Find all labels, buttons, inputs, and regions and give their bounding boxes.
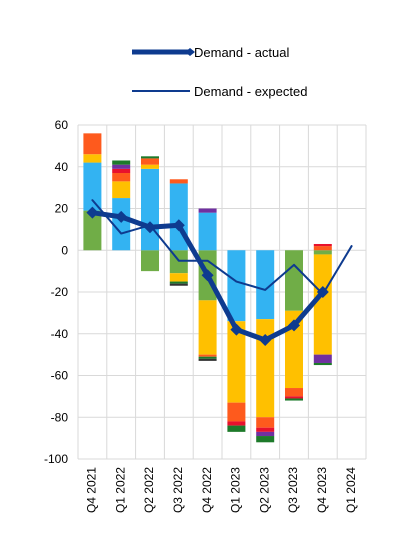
x-tick-label: Q4 2023: [315, 467, 329, 513]
bar-segment: [256, 250, 275, 320]
bar-segment: [198, 208, 217, 213]
x-tick-label: Q1 2024: [344, 467, 358, 513]
x-tick-label: Q3 2023: [286, 467, 300, 513]
series-line-demand-expected: [91, 199, 353, 296]
bar-segment: [141, 168, 159, 251]
bar-segment: [112, 160, 131, 165]
bar-segment: [313, 254, 332, 355]
y-tick-label: -20: [51, 285, 69, 299]
bar-segment: [285, 388, 303, 397]
bar-segment: [112, 181, 131, 199]
y-tick-label: -100: [44, 452, 68, 466]
x-tick-label: Q2 2022: [142, 467, 156, 513]
bar-segment: [141, 164, 159, 169]
data-point-marker: [115, 210, 128, 223]
data-point-marker: [172, 219, 185, 232]
x-tick-label: Q4 2022: [200, 467, 214, 513]
plot-area: 60 40 20 0 -20 -40 -60 -80 -100 Q4 2021 Q1 2022 Q2 …: [44, 118, 367, 513]
bar-segment: [83, 210, 102, 251]
bar-segment: [198, 354, 217, 357]
y-tick-label: -80: [51, 410, 69, 424]
legend: Demand - actual Demand - expected: [132, 45, 307, 99]
bar-segment: [227, 321, 246, 403]
bar-segment: [313, 354, 332, 363]
bar-segment: [198, 212, 217, 251]
data-point-marker: [288, 319, 300, 332]
bar-segment: [227, 402, 246, 422]
bar-segment: [256, 436, 275, 443]
x-tick-label: Q1 2023: [229, 467, 243, 513]
bar-segment: [83, 133, 102, 155]
bar-segment: [256, 417, 275, 428]
x-tick-label: Q2 2023: [257, 467, 271, 513]
bar-segment: [198, 358, 217, 361]
bar-segment: [227, 421, 246, 426]
bar-segment: [313, 243, 332, 247]
bar-segment: [83, 162, 102, 211]
y-tick-label: 0: [61, 243, 68, 257]
bar-segment: [141, 250, 159, 272]
bar-segment: [256, 319, 275, 418]
data-point-marker: [259, 334, 272, 347]
x-tick-label: Q3 2022: [171, 467, 185, 513]
bar-segment: [313, 246, 332, 251]
bar-segment: [169, 179, 188, 184]
bar-segment: [112, 198, 131, 251]
bar-segment: [227, 425, 246, 432]
bar-segment: [141, 156, 159, 159]
legend-label-expected: Demand - expected: [194, 84, 307, 99]
bar-segment: [256, 431, 275, 437]
data-point-marker: [230, 323, 243, 336]
bar-segment: [285, 396, 303, 399]
bar-segment: [169, 273, 188, 282]
bar-segment: [285, 398, 303, 401]
legend-label-actual: Demand - actual: [194, 45, 289, 60]
bar-segment: [313, 250, 332, 255]
y-tick-label: 20: [55, 202, 69, 216]
bar-segment: [112, 173, 131, 182]
bar-segment: [198, 356, 217, 359]
bar-segment: [112, 168, 131, 174]
bar-segment: [198, 300, 217, 355]
bar-segment: [256, 427, 275, 432]
data-point-marker: [86, 206, 99, 219]
bar-segment: [313, 362, 332, 366]
y-tick-label: -40: [51, 327, 69, 341]
bar-segment: [227, 250, 246, 322]
y-tick-label: 40: [55, 160, 69, 174]
data-point-marker: [201, 269, 214, 282]
y-tick-label: -60: [51, 369, 69, 383]
legend-marker-actual: [185, 48, 195, 56]
x-tick-label: Q4 2021: [85, 467, 99, 513]
bar-segment: [169, 281, 188, 284]
bar-segment: [83, 154, 102, 163]
x-tick-label: Q1 2022: [113, 467, 127, 513]
y-tick-label: 60: [55, 118, 69, 132]
bar-segment: [112, 164, 131, 169]
bar-segment: [285, 250, 303, 311]
bar-segment: [141, 158, 159, 165]
bar-segment: [169, 283, 188, 286]
